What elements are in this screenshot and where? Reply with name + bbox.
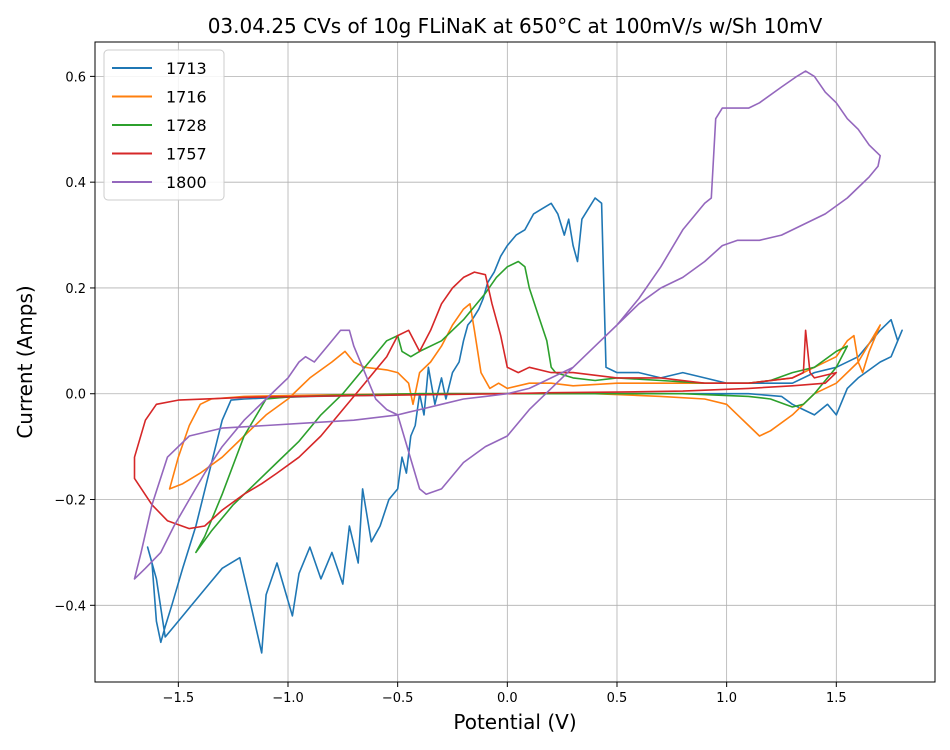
x-axis-label: Potential (V) [453, 710, 576, 734]
y-axis-label: Current (Amps) [13, 285, 37, 438]
y-tick-label: 0.6 [65, 70, 86, 85]
y-axis-ticks: −0.4 −0.2 0.0 0.2 0.4 0.6 [54, 70, 95, 614]
plot-area-frame [94, 41, 936, 683]
legend-label-1728: 1728 [166, 116, 207, 135]
legend-label-1716: 1716 [166, 88, 207, 107]
series-line-1716 [168, 302, 882, 490]
series-line-1800 [133, 70, 882, 580]
legend-label-1713: 1713 [166, 59, 207, 78]
x-tick-label: −1.0 [272, 691, 304, 706]
x-tick-label: −0.5 [382, 691, 414, 706]
y-tick-label: −0.2 [54, 494, 86, 509]
legend-box [103, 49, 225, 201]
chart-title: 03.04.25 CVs of 10g FLiNaK at 650°C at 1… [208, 14, 823, 38]
x-tick-label: 1.5 [826, 691, 847, 706]
series-line-1757 [133, 271, 838, 530]
x-tick-label: 0.5 [607, 691, 628, 706]
legend-label-1800: 1800 [166, 173, 207, 192]
series-line-1728 [195, 260, 849, 554]
y-tick-label: 0.2 [65, 282, 86, 297]
y-tick-label: 0.4 [65, 176, 86, 191]
x-tick-label: 1.0 [716, 691, 737, 706]
x-tick-label: 0.0 [497, 691, 518, 706]
y-tick-label: −0.4 [54, 599, 86, 614]
x-axis-ticks: −1.5 −1.0 −0.5 0.0 0.5 1.0 1.5 [163, 682, 847, 706]
legend-entries: 1713 1716 1728 1757 1800 [112, 59, 207, 192]
y-tick-label: 0.0 [65, 388, 86, 403]
series-lines [133, 70, 903, 654]
legend: 1713 1716 1728 1757 1800 [103, 49, 225, 201]
legend-label-1757: 1757 [166, 145, 207, 164]
x-tick-label: −1.5 [163, 691, 195, 706]
